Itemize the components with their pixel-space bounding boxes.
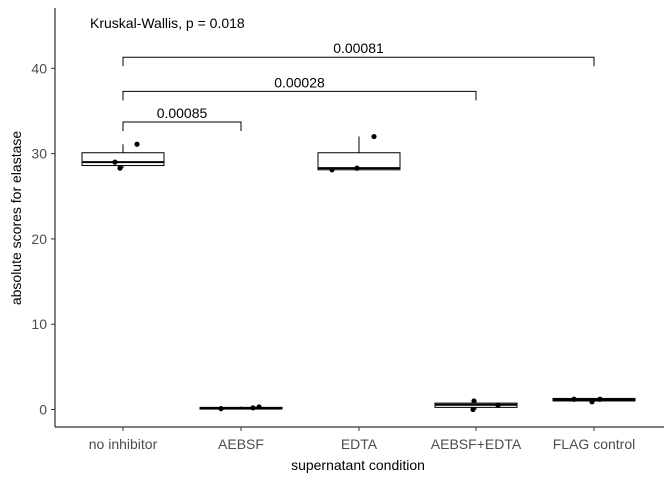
y-tick-label: 30 [31, 146, 47, 162]
y-tick-label: 20 [31, 231, 47, 247]
data-point [597, 396, 603, 402]
data-point [354, 165, 360, 171]
data-point [589, 399, 595, 405]
p-value-label: 0.00085 [157, 105, 208, 121]
test-annotation: Kruskal-Wallis, p = 0.018 [90, 15, 245, 31]
data-point [117, 165, 123, 171]
p-value-label: 0.00028 [274, 74, 325, 90]
x-axis-title: supernatant condition [291, 457, 425, 473]
box [317, 152, 401, 171]
x-tick-label: no inhibitor [89, 436, 158, 452]
data-point [471, 398, 477, 404]
data-point [371, 133, 377, 140]
data-point [256, 404, 262, 410]
y-axis-title: absolute scores for elastase [8, 131, 24, 306]
comparison-bracket [122, 121, 242, 132]
y-tick-label: 10 [31, 316, 47, 332]
plot-area: 0 10 20 30 40 no inhibitor AEBSF EDTA AEBSF+EDTA… [31, 8, 664, 452]
x-tick-label: FLAG control [553, 436, 635, 452]
box [81, 152, 165, 167]
data-point [134, 141, 140, 147]
data-point [495, 402, 501, 408]
data-point [470, 406, 476, 413]
y-tick-label: 0 [39, 402, 47, 418]
data-point [218, 406, 224, 412]
y-tick-label: 40 [31, 60, 47, 76]
x-tick-label: AEBSF+EDTA [431, 436, 522, 452]
data-point [250, 405, 256, 411]
x-tick-label: EDTA [341, 436, 378, 452]
comparison-bracket [122, 56, 595, 67]
data-point [571, 396, 577, 402]
data-point [329, 167, 335, 173]
comparison-bracket [122, 90, 477, 101]
data-point [112, 159, 118, 165]
x-tick-label: AEBSF [218, 436, 264, 452]
p-value-label: 0.00081 [333, 40, 384, 56]
